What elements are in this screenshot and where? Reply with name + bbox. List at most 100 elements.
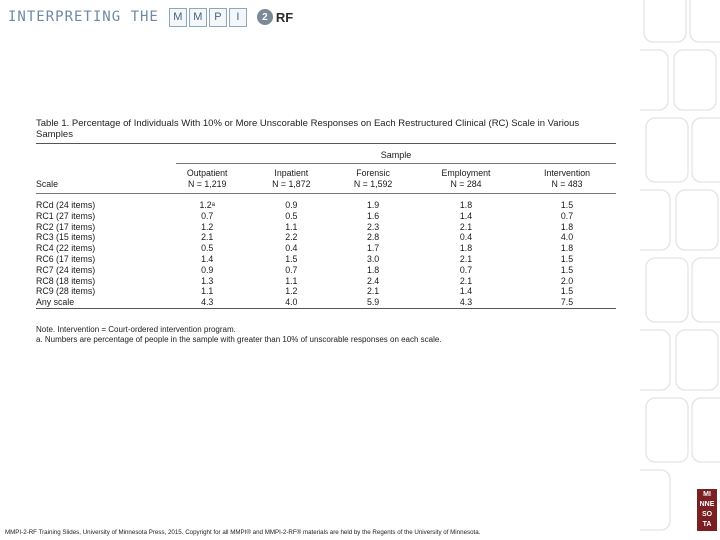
copyright-footer: MMPI-2-RF Training Slides, University of… <box>5 529 481 536</box>
col-n: N = 1,592 <box>353 178 393 189</box>
col-intervention-header: Intervention N = 483 <box>518 164 616 194</box>
row-scale: RC6 (17 items) <box>36 253 96 264</box>
data-table: Scale Outpatient N = 1,219 Inpatient N =… <box>36 164 616 311</box>
cell: 0.9 <box>285 200 298 210</box>
cell: 1.2 <box>285 286 298 297</box>
table-row: RC2 (17 items) 1.2 1.1 2.3 2.1 1.8 <box>36 222 616 233</box>
row-scale: RC9 (28 items) <box>36 286 96 297</box>
cell: 1.1 <box>285 221 298 232</box>
table-row: RC1 (27 items) 0.7 0.5 1.6 1.4 0.7 <box>36 211 616 222</box>
cell: 1.8 <box>560 243 574 254</box>
cell: 2.1 <box>201 232 214 243</box>
mmpi-letter-i: I <box>228 7 247 27</box>
table-row: RC9 (28 items) 1.1 1.2 2.1 1.4 1.5 <box>36 286 616 297</box>
table-top-rule <box>36 143 616 144</box>
cell: 0.7 <box>459 264 473 275</box>
cell: 1.4 <box>201 253 214 264</box>
cell: 2.1 <box>459 253 473 264</box>
col-employment-header: Employment N = 284 <box>414 164 518 194</box>
row-scale: RC4 (22 items) <box>36 243 96 254</box>
logo-line: MI <box>703 491 711 498</box>
cell: 1.3 <box>201 275 214 286</box>
mmpi-letter-p: P <box>208 7 227 27</box>
row-scale: RC7 (24 items) <box>36 264 96 275</box>
col-n: N = 483 <box>551 178 583 189</box>
cell: 1.5 <box>285 253 298 264</box>
table-title: Table 1. Percentage of Individuals With … <box>36 118 580 140</box>
cell: 1.8 <box>366 264 380 275</box>
cell: 2.2 <box>285 232 298 243</box>
header-rule <box>36 193 616 194</box>
row-scale: RC3 (15 items) <box>36 232 96 243</box>
cell: 0.7 <box>285 264 298 275</box>
cell: 1.8 <box>459 200 473 210</box>
cell: 1.9 <box>366 200 380 210</box>
cell: 7.5 <box>560 297 574 308</box>
col-name: Inpatient <box>274 168 309 178</box>
table-row: RC8 (18 items) 1.3 1.1 2.4 2.1 2.0 <box>36 276 616 287</box>
cell: 4.0 <box>285 297 298 308</box>
cell: 2.4 <box>366 275 380 286</box>
col-n: N = 1,872 <box>272 178 311 189</box>
mmpi-letter-m1: M <box>168 7 187 27</box>
cell: 1.5 <box>560 200 574 210</box>
logo-line: NNE <box>699 501 715 508</box>
cell: 2.0 <box>560 275 574 286</box>
cell: 1.6 <box>366 210 380 221</box>
col-forensic-header: Forensic N = 1,592 <box>332 164 414 194</box>
scale-column-header: Scale <box>36 178 59 189</box>
logo-line: TA <box>702 521 712 528</box>
table-bottom-rule <box>36 308 616 311</box>
cell: 0.7 <box>201 210 214 221</box>
column-header-row: Scale Outpatient N = 1,219 Inpatient N =… <box>36 164 616 194</box>
sample-rule <box>176 163 616 164</box>
table-row: RC7 (24 items) 0.9 0.7 1.8 0.7 1.5 <box>36 265 616 276</box>
col-n: N = 1,219 <box>188 178 227 189</box>
cell: 4.3 <box>201 297 214 308</box>
decorative-pattern <box>640 0 720 531</box>
slide-header: INTERPRETING THE M M P I 2 RF <box>8 6 293 28</box>
cell: 1.5 <box>560 264 574 275</box>
col-name: Employment <box>441 168 491 178</box>
university-logo: MI NNE SO TA <box>697 489 717 531</box>
table-row: RC6 (17 items) 1.4 1.5 3.0 2.1 1.5 <box>36 254 616 265</box>
col-inpatient-header: Inpatient N = 1,872 <box>250 164 332 194</box>
row-scale: RC1 (27 items) <box>36 210 96 221</box>
cell: 3.0 <box>366 253 380 264</box>
cell: 1.1 <box>285 275 298 286</box>
mmpi-letter-m2: M <box>188 7 207 27</box>
col-outpatient-header: Outpatient N = 1,219 <box>164 164 250 194</box>
cell: 1.8 <box>459 243 473 254</box>
cell: 1.4 <box>459 286 473 297</box>
table-note-2: a. Numbers are percentage of people in t… <box>36 334 442 344</box>
rc-scale-table: Table 1. Percentage of Individuals With … <box>36 118 616 345</box>
table-row: RC3 (15 items) 2.1 2.2 2.8 0.4 4.0 <box>36 232 616 243</box>
row-scale: RCd (24 items) <box>36 200 96 210</box>
row-scale: RC2 (17 items) <box>36 221 96 232</box>
table-note-1: Note. Intervention = Court-ordered inter… <box>36 324 236 334</box>
cell: 4.3 <box>459 297 473 308</box>
cell: 1.8 <box>560 221 574 232</box>
mmpi-rf-label: RF <box>275 9 294 25</box>
col-n: N = 284 <box>450 178 482 189</box>
cell: 0.5 <box>201 243 214 254</box>
col-name: Forensic <box>356 168 390 178</box>
row-scale: RC8 (18 items) <box>36 275 96 286</box>
row-scale: Any scale <box>36 297 75 308</box>
cell: 0.7 <box>560 210 574 221</box>
logo-line: SO <box>701 511 713 518</box>
cell: 1.5 <box>560 286 574 297</box>
cell: 5.9 <box>366 297 380 308</box>
cell: 4.0 <box>560 232 574 243</box>
mmpi-two-badge: 2 <box>256 9 273 25</box>
cell: 0.9 <box>201 264 214 275</box>
cell: 0.4 <box>459 232 473 243</box>
cell: 2.1 <box>459 221 473 232</box>
cell: 1.2ᵃ <box>199 200 215 210</box>
cell: 1.2 <box>201 221 214 232</box>
cell: 1.4 <box>459 210 473 221</box>
header-title: INTERPRETING THE <box>8 9 159 25</box>
col-name: Outpatient <box>186 168 228 178</box>
cell: 2.3 <box>366 221 380 232</box>
cell: 1.1 <box>201 286 214 297</box>
